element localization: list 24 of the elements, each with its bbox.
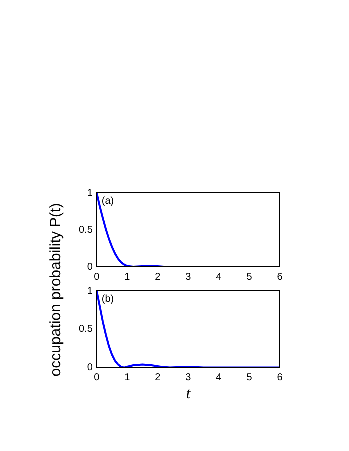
x-tick-label: 6	[277, 372, 284, 384]
y-tick-label: 0.5	[78, 324, 94, 336]
y-axis-title: occupation probability P(t)	[48, 203, 64, 377]
x-tick-label: 3	[186, 272, 192, 283]
annotation: (b)	[102, 294, 114, 305]
x-tick-label: 3	[186, 372, 192, 384]
x-tick-label: 4	[216, 372, 222, 384]
annotation: (a)	[102, 196, 114, 207]
x-tick-label: 5	[246, 372, 253, 384]
x-tick-label: 2	[155, 372, 162, 384]
x-tick-label: 1	[124, 272, 131, 283]
y-tick-label: 0	[87, 262, 94, 273]
x-tick-label: 0	[94, 272, 100, 283]
x-tick-label: 6	[277, 272, 284, 283]
x-tick-label: 4	[216, 272, 222, 283]
y-tick-label: 1	[87, 286, 94, 297]
x-tick-label: 0	[94, 372, 100, 384]
x-tick-label: 1	[124, 372, 131, 384]
x-tick-label: 2	[155, 272, 162, 283]
x-tick-label: 5	[246, 272, 253, 283]
y-tick-label: 0.5	[78, 224, 94, 236]
y-tick-label: 1	[87, 188, 94, 199]
x-axis-title: t	[186, 386, 192, 403]
y-tick-label: 0	[87, 362, 94, 374]
